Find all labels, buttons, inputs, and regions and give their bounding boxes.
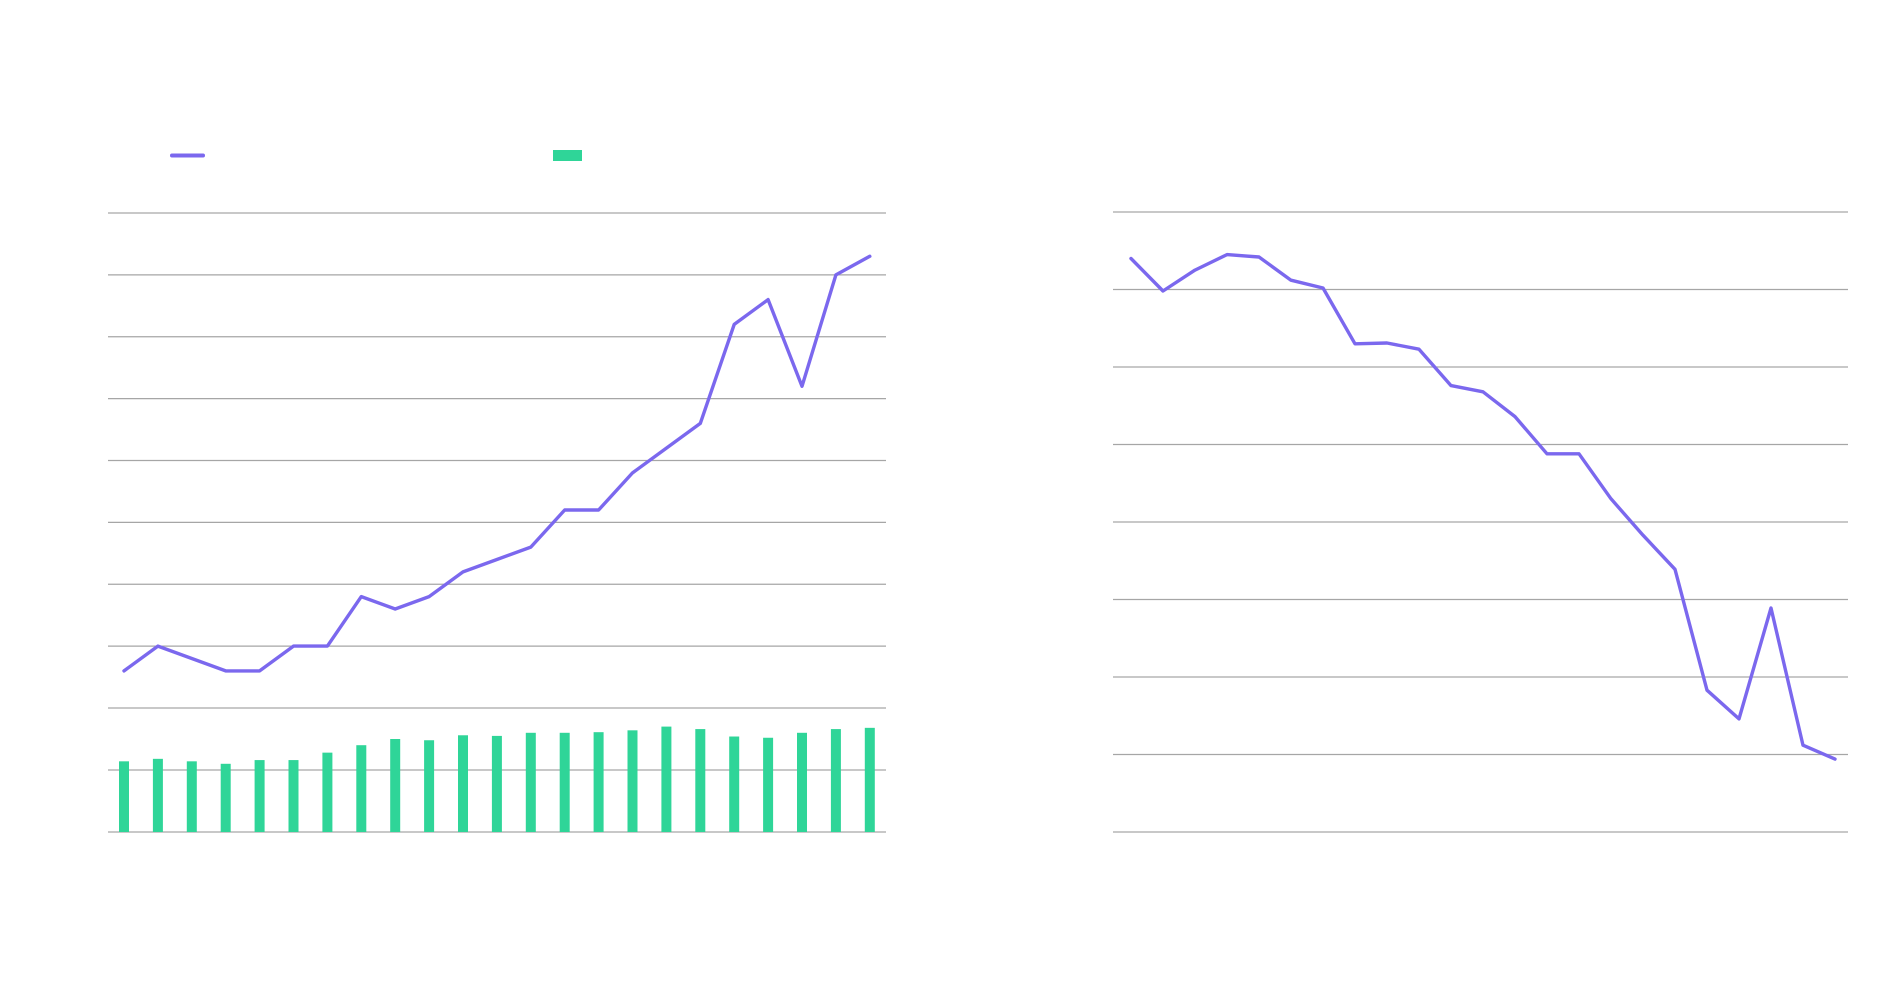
left-gridlines xyxy=(108,212,886,833)
bar xyxy=(424,740,435,832)
bar xyxy=(254,760,265,832)
bar xyxy=(525,732,536,832)
legend xyxy=(170,150,582,161)
bar xyxy=(797,732,807,832)
bar xyxy=(186,761,197,832)
bar xyxy=(729,736,740,832)
bar xyxy=(627,730,638,832)
bar xyxy=(288,760,299,832)
bar xyxy=(864,727,875,832)
line-series-left xyxy=(122,254,872,673)
right-chart xyxy=(1113,211,1848,833)
bar xyxy=(559,732,570,832)
legend-bar-swatch xyxy=(553,150,582,161)
right-gridlines xyxy=(1113,211,1848,833)
bar xyxy=(830,729,841,832)
bar xyxy=(763,737,774,832)
bar xyxy=(220,763,231,832)
bar xyxy=(356,745,367,832)
bar xyxy=(152,758,163,832)
bar xyxy=(593,732,604,832)
bar-series xyxy=(119,726,875,832)
bar xyxy=(661,726,672,832)
bar xyxy=(119,761,129,832)
bar xyxy=(458,735,468,832)
bar xyxy=(322,752,333,832)
bar xyxy=(491,735,502,832)
line-series-right xyxy=(1129,252,1837,761)
bar xyxy=(390,739,401,832)
left-chart xyxy=(108,150,886,833)
bar xyxy=(695,729,706,832)
